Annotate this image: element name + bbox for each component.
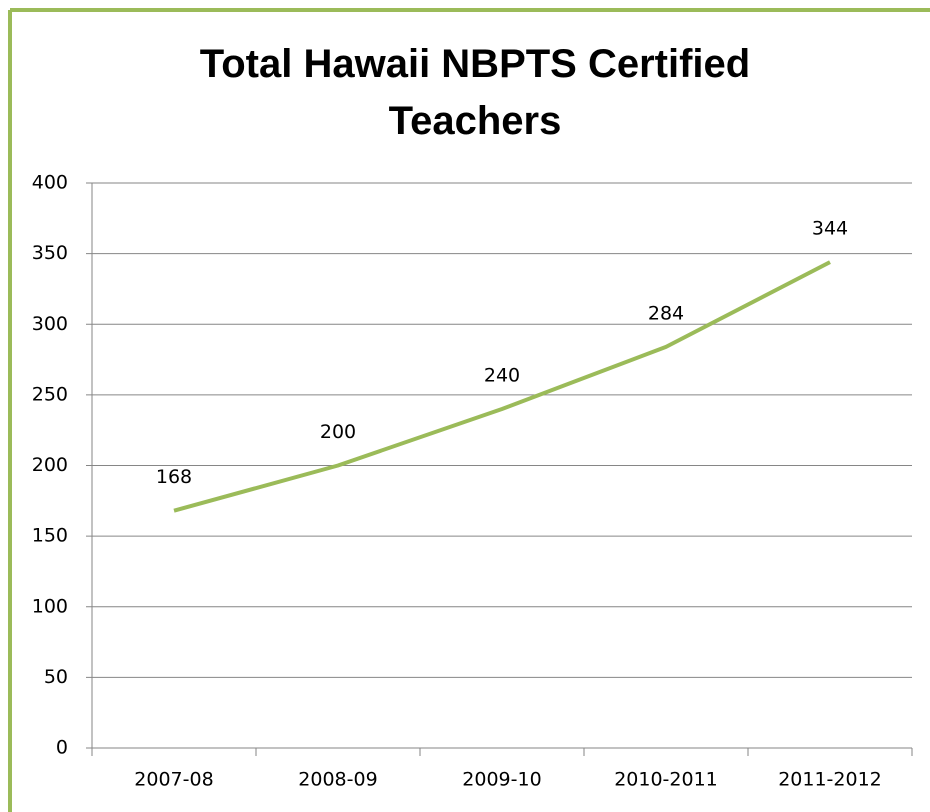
data-label: 240	[484, 365, 520, 387]
x-tick-label: 2007-08	[134, 769, 213, 791]
y-tick-label: 50	[44, 666, 68, 688]
y-tick-label: 400	[32, 172, 68, 194]
data-label: 284	[648, 302, 684, 324]
data-label: 168	[156, 466, 192, 488]
x-tick-label: 2008-09	[298, 769, 377, 791]
y-tick-label: 200	[32, 454, 68, 476]
y-tick-label: 250	[32, 383, 68, 405]
y-tick-label: 100	[32, 595, 68, 617]
y-tick-label: 150	[32, 525, 68, 547]
data-label: 200	[320, 421, 356, 443]
y-tick-label: 350	[32, 242, 68, 264]
y-tick-label: 300	[32, 313, 68, 335]
data-label: 344	[812, 218, 848, 240]
chart-title: Total Hawaii NBPTS Certified Teachers	[199, 42, 751, 143]
x-tick-label: 2011-2012	[778, 769, 882, 791]
y-tick-label: 0	[56, 737, 68, 759]
x-tick-label: 2010-2011	[614, 769, 718, 791]
x-tick-label: 2009-10	[462, 769, 541, 791]
line-series	[173, 260, 831, 513]
